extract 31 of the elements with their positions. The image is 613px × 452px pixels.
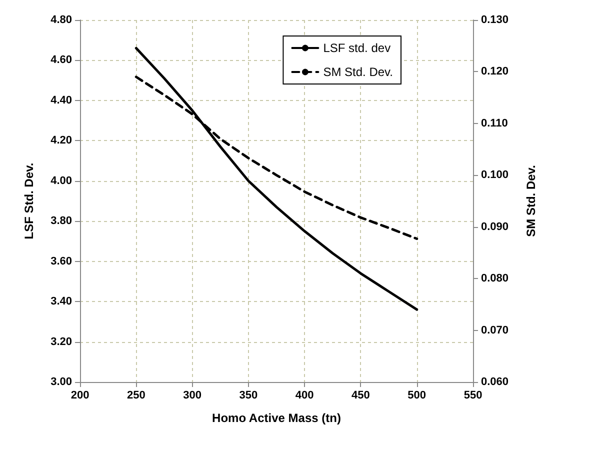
y-tick-label: 3.20 <box>50 336 72 348</box>
y-tick-label: 4.00 <box>50 174 72 187</box>
y-tick-label: 4.60 <box>50 54 72 66</box>
y-tick-label: 4.20 <box>50 134 72 147</box>
x-tick-label: 350 <box>239 390 258 402</box>
x-tick-label: 400 <box>295 390 314 402</box>
y-tick-label: 3.80 <box>50 215 72 228</box>
y-tick-label: 4.40 <box>50 94 72 106</box>
y2-axis-title: SM Std. Dev. <box>524 165 538 237</box>
x-tick-label: 300 <box>183 390 202 402</box>
y2-tick-label: 0.080 <box>481 272 509 285</box>
y2-tick-label: 0.100 <box>481 169 509 182</box>
x-tick-label: 550 <box>464 390 482 402</box>
y2-tick-label: 0.060 <box>481 376 509 388</box>
legend-label: LSF std. dev <box>323 41 391 55</box>
x-tick-label: 450 <box>352 390 370 402</box>
y2-tick-label: 0.110 <box>481 117 508 130</box>
y-tick-label: 3.60 <box>50 255 72 268</box>
y2-tick-label: 0.130 <box>481 14 509 26</box>
y2-tick-label: 0.120 <box>481 66 509 78</box>
x-tick-label: 200 <box>70 390 90 402</box>
x-tick-label: 500 <box>408 390 426 402</box>
y-axis-title: LSF Std. Dev. <box>22 162 36 240</box>
y-tick-label: 3.00 <box>50 376 72 388</box>
x-tick-label: 250 <box>126 390 146 402</box>
y2-tick-label: 0.070 <box>481 324 509 336</box>
legend-label: SM Std. Dev. <box>323 65 393 79</box>
x-axis-title: Homo Active Mass (tn) <box>212 411 341 425</box>
y-tick-label: 3.40 <box>50 296 72 308</box>
y2-tick-label: 0.090 <box>481 220 509 233</box>
y-tick-label: 4.80 <box>50 14 72 26</box>
